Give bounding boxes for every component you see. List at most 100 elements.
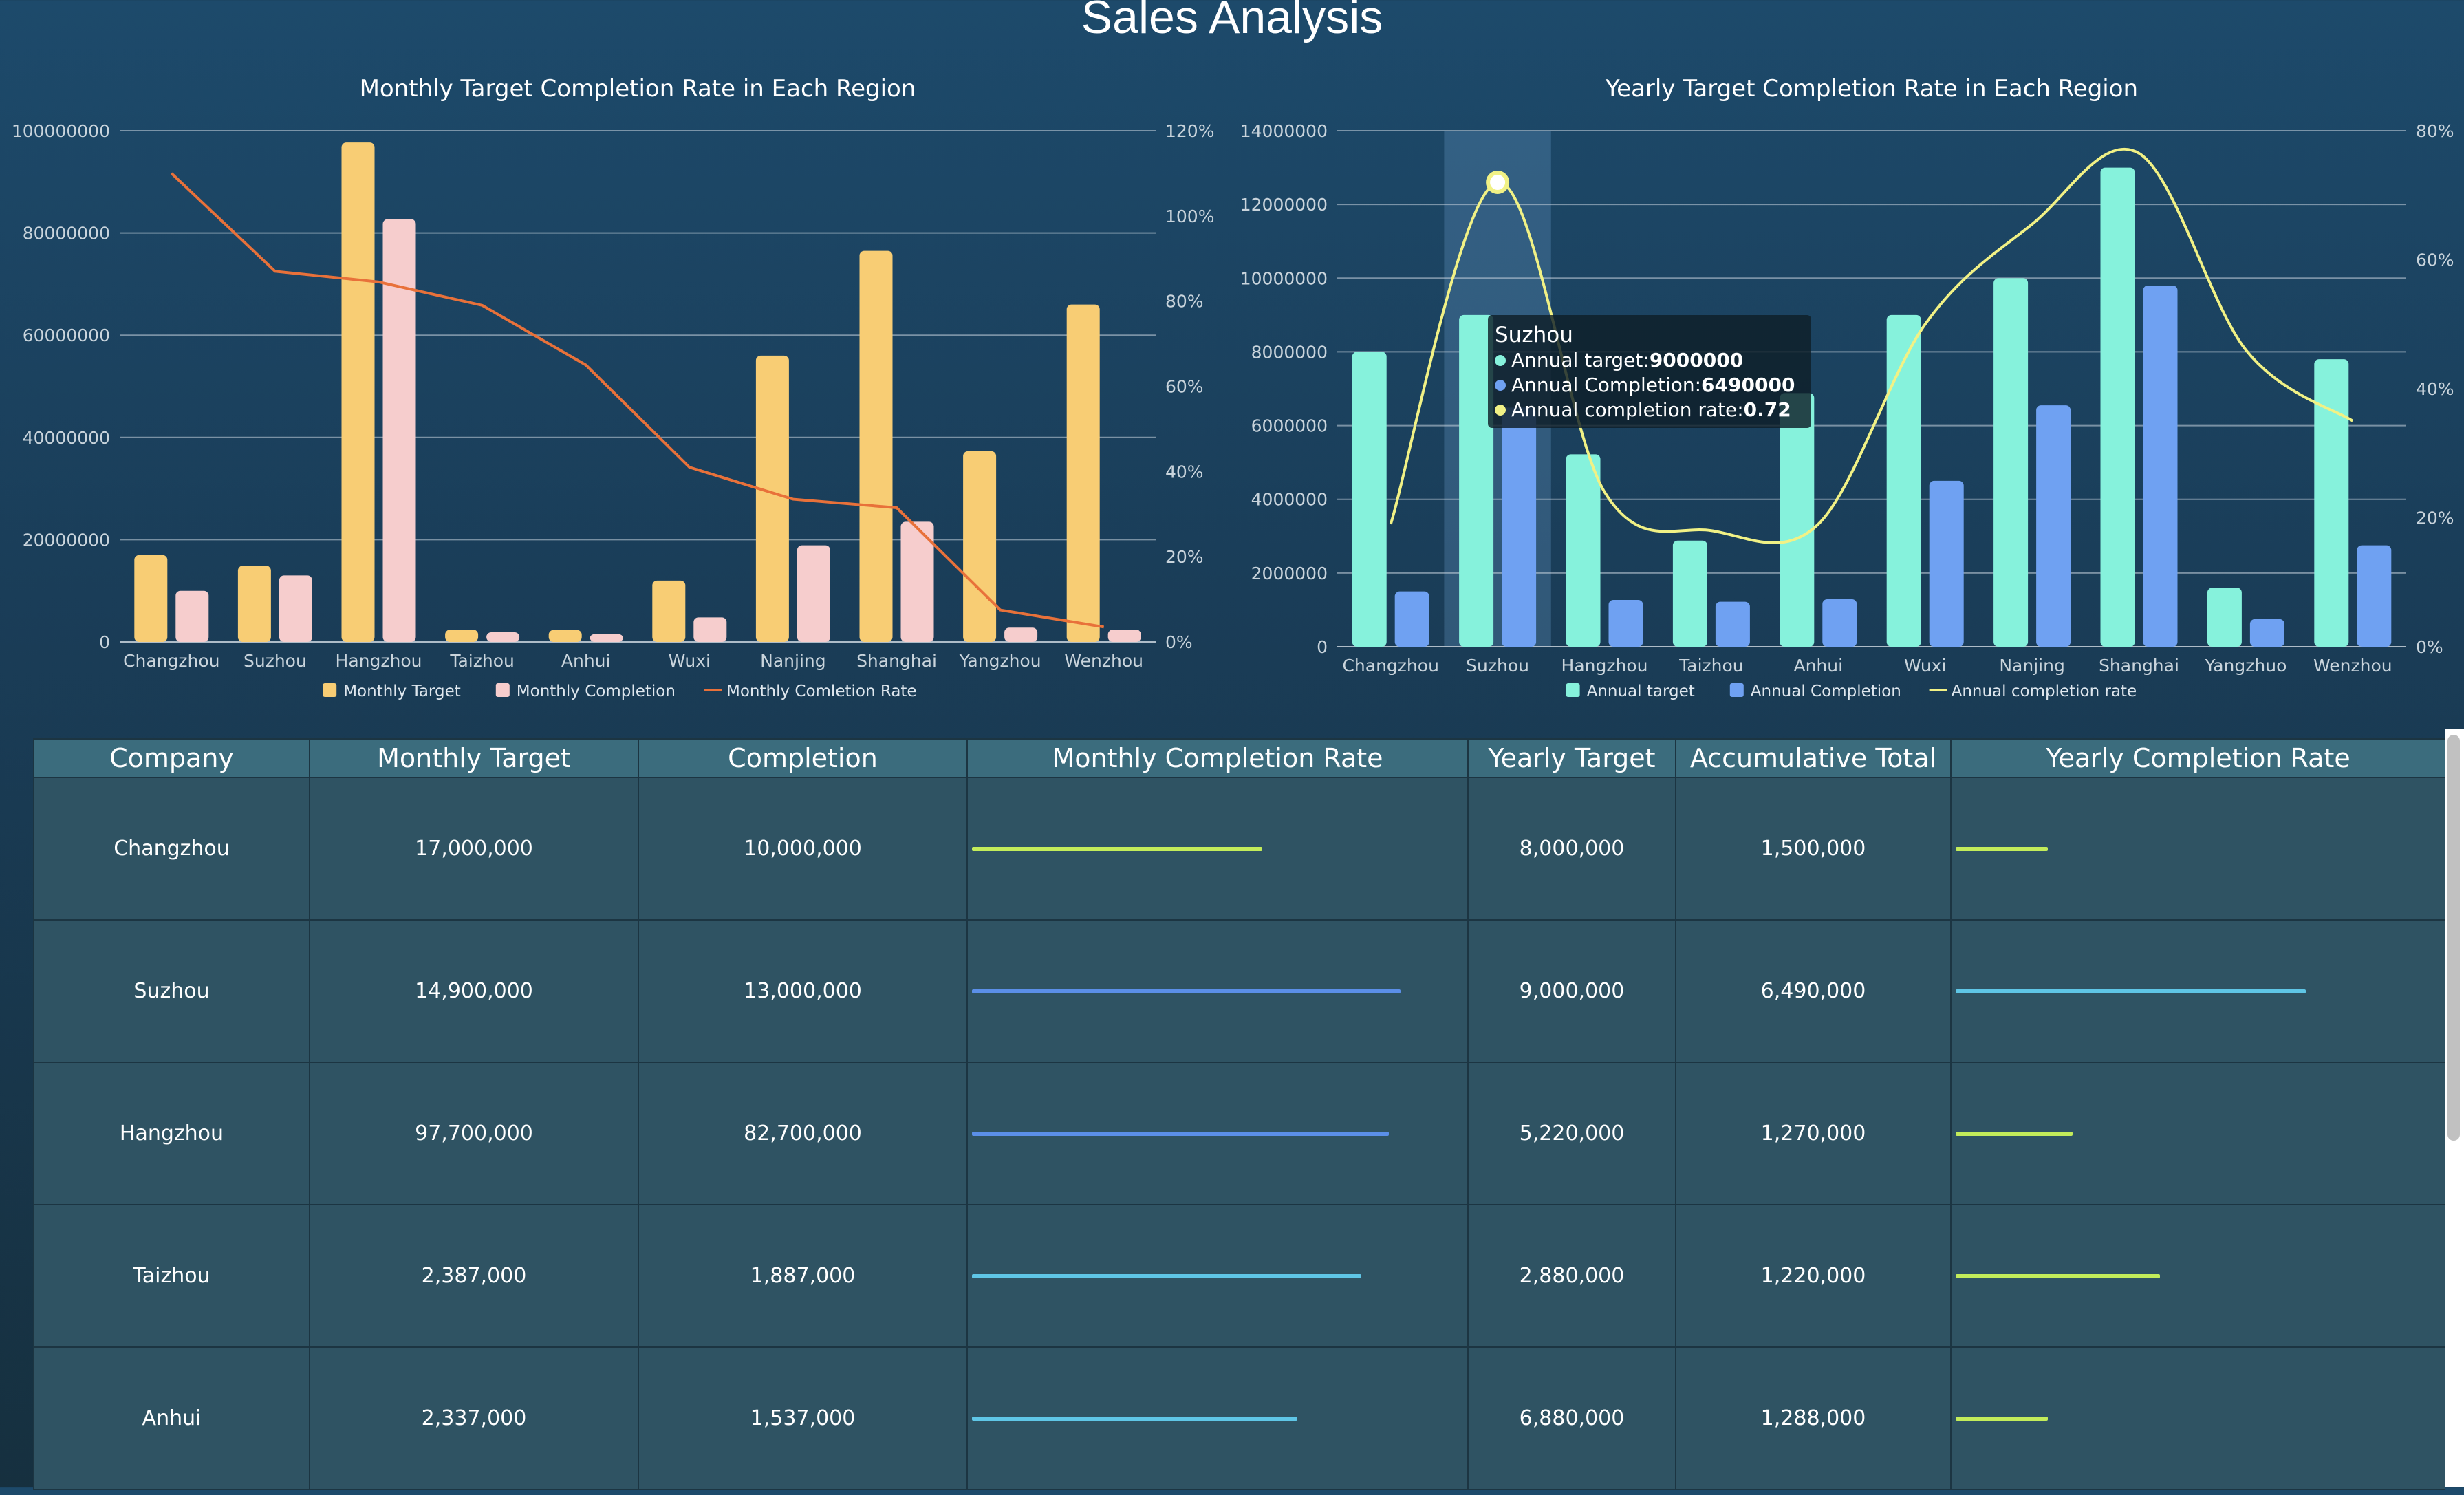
cell-completion: 13,000,000 bbox=[638, 919, 968, 1063]
chart-tooltip: Suzhou Annual target:9000000 Annual Comp… bbox=[1488, 315, 1811, 428]
bar-monthly-target-nanjing[interactable] bbox=[755, 355, 789, 642]
bar-annual-target-wenzhou[interactable] bbox=[2314, 359, 2349, 647]
bar-monthly-completion-suzhou[interactable] bbox=[279, 575, 312, 642]
bar-annual-target-yangzhuo[interactable] bbox=[2207, 588, 2242, 647]
legend-label: Annual target bbox=[1587, 682, 1695, 700]
bar-annual-target-suzhou[interactable] bbox=[1459, 314, 1494, 647]
table-row[interactable]: Anhui 2,337,000 1,537,000 6,880,000 1,288,00… bbox=[33, 1346, 2445, 1490]
cell-monthly-target: 17,000,000 bbox=[309, 777, 639, 921]
cell-accumulative-total: 1,288,000 bbox=[1675, 1346, 1952, 1490]
bar-monthly-target-anhui[interactable] bbox=[548, 630, 582, 642]
bar-annual-completion-wenzhou[interactable] bbox=[2357, 545, 2392, 647]
y-right-tick-label: 80% bbox=[1165, 292, 1204, 312]
y-left-tick-label: 60000000 bbox=[23, 325, 110, 345]
bar-monthly-completion-shanghai[interactable] bbox=[900, 521, 934, 642]
bar-monthly-target-wuxi[interactable] bbox=[652, 580, 686, 642]
tooltip-value: 6490000 bbox=[1701, 374, 1795, 396]
tooltip-row-annual-completion: Annual Completion:6490000 bbox=[1495, 373, 1804, 398]
tooltip-value: 9000000 bbox=[1649, 349, 1744, 372]
monthly-rate-bar bbox=[972, 989, 1401, 993]
yearly-rate-bar bbox=[1956, 1131, 2073, 1136]
bar-annual-target-changzhou[interactable] bbox=[1352, 352, 1387, 647]
cell-yearly-rate bbox=[1950, 777, 2445, 921]
bar-monthly-target-changzhou[interactable] bbox=[134, 555, 168, 642]
bar-monthly-completion-hangzhou[interactable] bbox=[382, 219, 416, 642]
bar-annual-target-taizhou[interactable] bbox=[1672, 540, 1707, 647]
bar-monthly-completion-anhui[interactable] bbox=[590, 634, 623, 642]
bar-monthly-target-yangzhou[interactable] bbox=[963, 451, 997, 642]
cell-completion: 10,000,000 bbox=[638, 777, 968, 921]
table-row[interactable]: Suzhou 14,900,000 13,000,000 9,000,000 6,490… bbox=[33, 919, 2445, 1063]
monthly-rate-bar bbox=[972, 1131, 1389, 1136]
cell-monthly-target: 97,700,000 bbox=[309, 1062, 639, 1205]
x-tick-label: Nanjing bbox=[1999, 656, 2064, 676]
x-tick-label: Anhui bbox=[561, 651, 611, 671]
tooltip-title: Suzhou bbox=[1495, 323, 1573, 347]
legend-item-monthly-target[interactable]: Monthly Target bbox=[323, 682, 461, 700]
yearly-rate-bar bbox=[1956, 1273, 2160, 1278]
table-row[interactable]: Changzhou 17,000,000 10,000,000 8,000,000 1,… bbox=[33, 777, 2445, 921]
legend-item-annual-target[interactable]: Annual target bbox=[1566, 682, 1695, 700]
bar-monthly-completion-nanjing[interactable] bbox=[797, 545, 830, 642]
bar-monthly-target-suzhou[interactable] bbox=[237, 566, 271, 642]
bar-monthly-completion-changzhou[interactable] bbox=[175, 590, 209, 642]
sales-table-container[interactable]: Company Monthly Target Completion Monthl… bbox=[33, 738, 2445, 1495]
bar-annual-completion-anhui[interactable] bbox=[1822, 599, 1857, 647]
x-tick-label: Yangzhuo bbox=[2204, 656, 2287, 676]
cell-monthly-rate bbox=[966, 1062, 1469, 1205]
sales-table: Company Monthly Target Completion Monthl… bbox=[33, 738, 2445, 1490]
tooltip-row-annual-target: Annual target:9000000 bbox=[1495, 348, 1804, 373]
bar-annual-completion-yangzhuo[interactable] bbox=[2249, 619, 2284, 647]
bar-monthly-completion-yangzhou[interactable] bbox=[1004, 627, 1038, 642]
bar-monthly-completion-taizhou[interactable] bbox=[486, 632, 520, 642]
bar-monthly-target-shanghai[interactable] bbox=[859, 250, 893, 643]
legend-item-monthly-completion[interactable]: Monthly Completion bbox=[495, 682, 676, 700]
bar-annual-completion-taizhou[interactable] bbox=[1715, 601, 1750, 647]
y-left-tick-label: 0 bbox=[1317, 637, 1328, 657]
bar-annual-target-shanghai[interactable] bbox=[2100, 167, 2135, 647]
annual-completion-dot-icon bbox=[1495, 380, 1506, 391]
y-left-tick-label: 14000000 bbox=[1240, 121, 1328, 141]
table-scrollbar-thumb[interactable] bbox=[2447, 735, 2460, 1141]
bar-annual-completion-wuxi[interactable] bbox=[1929, 480, 1964, 647]
table-row[interactable]: Hangzhou 97,700,000 82,700,000 5,220,000 1,2… bbox=[33, 1062, 2445, 1205]
y-left-tick-label: 8000000 bbox=[1251, 342, 1328, 362]
table-row[interactable]: Taizhou 2,387,000 1,887,000 2,880,000 1,220,… bbox=[33, 1204, 2445, 1348]
x-tick-label: Shanghai bbox=[2099, 656, 2179, 676]
cell-company: Anhui bbox=[33, 1346, 310, 1490]
legend-item-monthly-comletion-rate[interactable]: Monthly Comletion Rate bbox=[704, 682, 917, 700]
x-tick-label: Wenzhou bbox=[2313, 656, 2392, 676]
bar-monthly-target-taizhou[interactable] bbox=[445, 630, 479, 642]
y-right-tick-label: 80% bbox=[2416, 121, 2454, 141]
bar-annual-target-hangzhou[interactable] bbox=[1566, 454, 1601, 647]
x-tick-label: Wenzhou bbox=[1064, 651, 1143, 671]
bar-annual-completion-shanghai[interactable] bbox=[2143, 286, 2178, 647]
legend-item-annual-completion-rate[interactable]: Annual completion rate bbox=[1929, 682, 2137, 700]
bar-monthly-completion-wuxi[interactable] bbox=[693, 617, 727, 642]
bar-monthly-completion-wenzhou[interactable] bbox=[1107, 630, 1141, 642]
cell-company: Hangzhou bbox=[33, 1062, 310, 1205]
bar-monthly-target-hangzhou[interactable] bbox=[341, 142, 375, 643]
y-left-tick-label: 40000000 bbox=[23, 428, 110, 448]
bar-annual-target-anhui[interactable] bbox=[1780, 393, 1815, 647]
yearly-rate-bar bbox=[1956, 1416, 2049, 1421]
cell-completion: 1,887,000 bbox=[638, 1204, 968, 1348]
cell-monthly-rate bbox=[966, 919, 1469, 1063]
bar-annual-completion-suzhou[interactable] bbox=[1502, 407, 1537, 647]
bar-monthly-target-wenzhou[interactable] bbox=[1066, 304, 1100, 642]
cell-accumulative-total: 1,220,000 bbox=[1675, 1204, 1952, 1348]
cell-completion: 82,700,000 bbox=[638, 1062, 968, 1205]
bar-annual-target-nanjing[interactable] bbox=[1993, 278, 2029, 647]
cell-monthly-target: 14,900,000 bbox=[309, 919, 639, 1063]
cell-company: Taizhou bbox=[33, 1204, 310, 1348]
bar-annual-target-wuxi[interactable] bbox=[1886, 314, 1921, 647]
bar-annual-completion-nanjing[interactable] bbox=[2036, 405, 2071, 647]
legend-item-annual-completion[interactable]: Annual Completion bbox=[1729, 682, 1901, 700]
yearly-target-chart: Yearly Target Completion Rate in Each Re… bbox=[1240, 75, 2454, 700]
cell-company: Changzhou bbox=[33, 777, 310, 921]
cell-yearly-target: 6,880,000 bbox=[1467, 1346, 1676, 1490]
line-point-suzhou[interactable] bbox=[1486, 171, 1510, 194]
cell-accumulative-total: 1,270,000 bbox=[1675, 1062, 1952, 1205]
bar-annual-completion-hangzhou[interactable] bbox=[1608, 599, 1643, 647]
bar-annual-completion-changzhou[interactable] bbox=[1394, 591, 1429, 647]
